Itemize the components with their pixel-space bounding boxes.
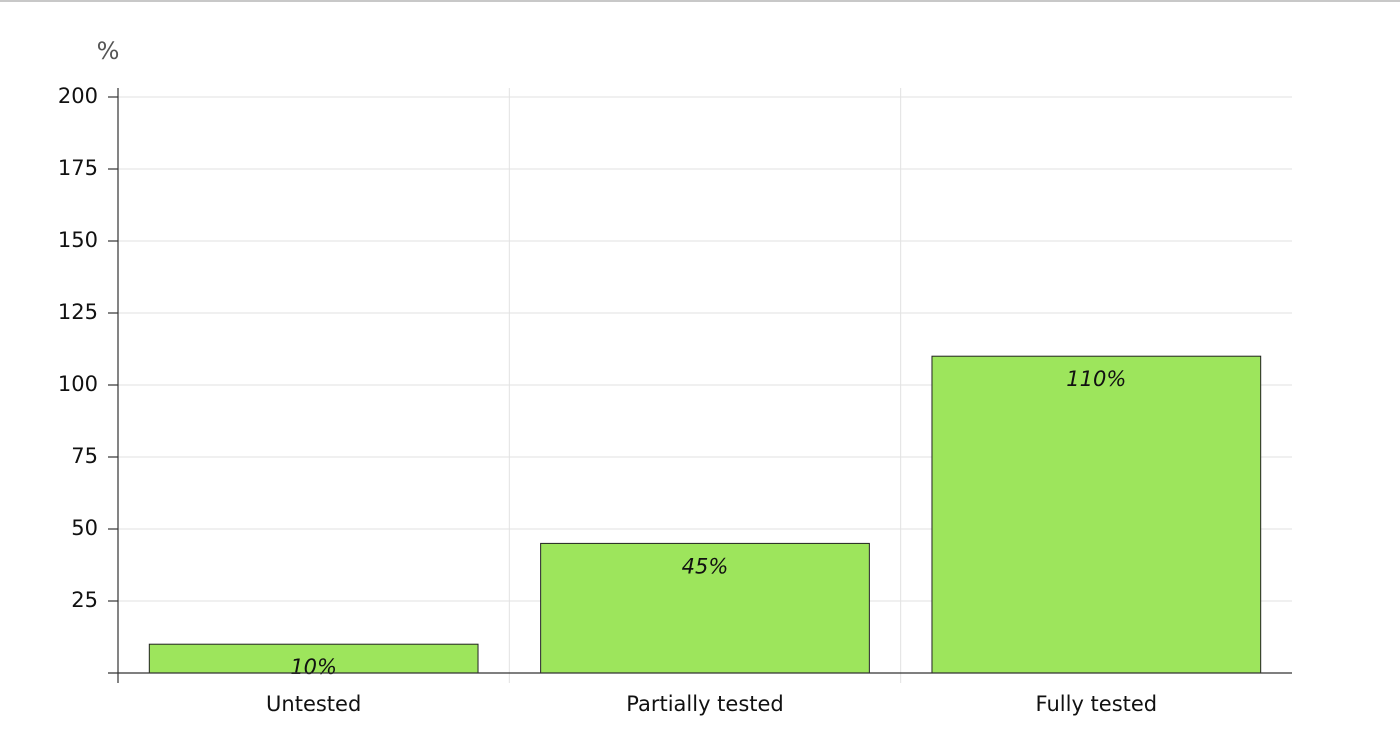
value-label: 110% [1066, 367, 1126, 391]
bar [148, 643, 479, 674]
y-tick-label: 175 [58, 156, 98, 180]
x-tick-label: Fully tested [1036, 692, 1158, 716]
x-tick-label: Partially tested [626, 692, 784, 716]
y-tick-label: 75 [71, 444, 98, 468]
value-label: 10% [290, 655, 337, 679]
value-label: 45% [682, 554, 729, 578]
y-tick-label: 125 [58, 300, 98, 324]
bar [540, 542, 870, 674]
x-tick-label: Untested [266, 692, 361, 716]
y-tick-label: 200 [58, 84, 98, 108]
bar [931, 355, 1262, 674]
y-tick-label: 50 [71, 516, 98, 540]
y-tick-label: 100 [58, 372, 98, 396]
y-axis-label: % [97, 37, 120, 65]
y-tick-label: 25 [71, 588, 98, 612]
y-tick-label: 150 [58, 228, 98, 252]
